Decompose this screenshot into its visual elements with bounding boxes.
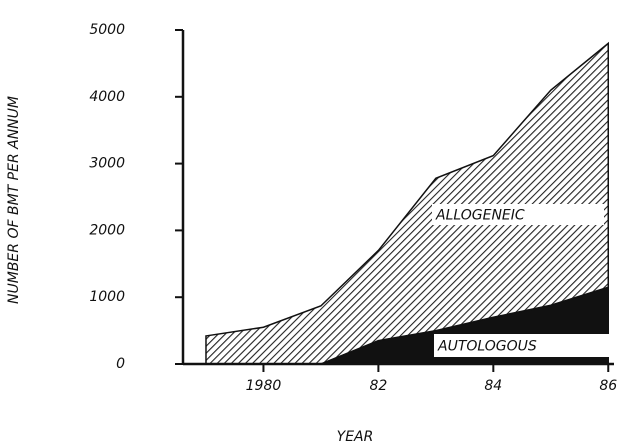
y-tick-label: 2000 xyxy=(89,222,125,238)
x-tick-label: 84 xyxy=(484,378,502,394)
y-axis-label: NUMBER OF BMT PER ANNUM xyxy=(6,96,22,304)
label-box xyxy=(434,334,610,357)
x-tick-label: 1980 xyxy=(246,378,282,394)
y-tick-label: 5000 xyxy=(89,22,125,38)
x-axis-label: YEAR xyxy=(337,429,374,445)
label-box xyxy=(432,204,604,225)
x-tick-label: 82 xyxy=(369,378,387,394)
y-tick-label: 0 xyxy=(116,356,125,372)
y-tick-label: 3000 xyxy=(89,156,125,172)
series-label: ALLOGENEIC xyxy=(435,208,525,224)
series-label: AUTOLOGOUS xyxy=(437,339,537,355)
x-tick-label: 86 xyxy=(599,378,617,394)
y-tick-label: 4000 xyxy=(89,89,125,105)
y-tick-label: 1000 xyxy=(89,289,125,305)
